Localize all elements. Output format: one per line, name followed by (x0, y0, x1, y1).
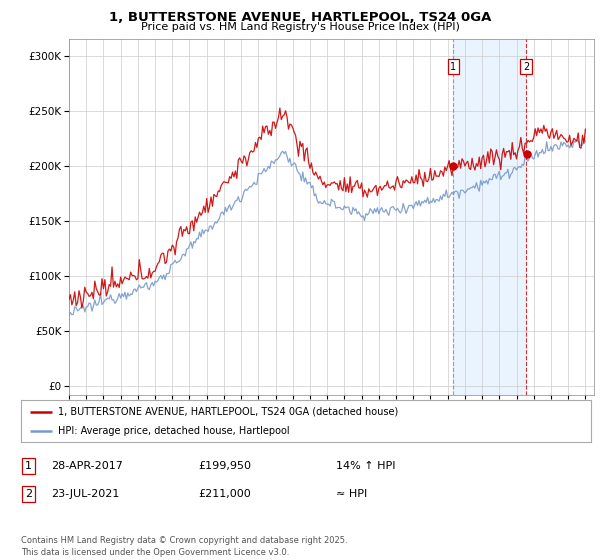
Text: Contains HM Land Registry data © Crown copyright and database right 2025.
This d: Contains HM Land Registry data © Crown c… (21, 536, 347, 557)
Text: 1: 1 (25, 461, 32, 471)
Text: 2: 2 (523, 62, 529, 72)
Text: 1, BUTTERSTONE AVENUE, HARTLEPOOL, TS24 0GA (detached house): 1, BUTTERSTONE AVENUE, HARTLEPOOL, TS24 … (58, 407, 398, 417)
Text: ≈ HPI: ≈ HPI (336, 489, 367, 499)
Bar (453, 39, 526, 395)
Text: HPI: Average price, detached house, Hartlepool: HPI: Average price, detached house, Hart… (58, 426, 290, 436)
Text: £199,950: £199,950 (198, 461, 251, 471)
Text: 28-APR-2017: 28-APR-2017 (51, 461, 123, 471)
Text: Price paid vs. HM Land Registry's House Price Index (HPI): Price paid vs. HM Land Registry's House … (140, 22, 460, 32)
Text: 2: 2 (25, 489, 32, 499)
Text: £211,000: £211,000 (198, 489, 251, 499)
Text: 1, BUTTERSTONE AVENUE, HARTLEPOOL, TS24 0GA: 1, BUTTERSTONE AVENUE, HARTLEPOOL, TS24 … (109, 11, 491, 24)
Text: 14% ↑ HPI: 14% ↑ HPI (336, 461, 395, 471)
Text: 23-JUL-2021: 23-JUL-2021 (51, 489, 119, 499)
Text: 1: 1 (450, 62, 456, 72)
